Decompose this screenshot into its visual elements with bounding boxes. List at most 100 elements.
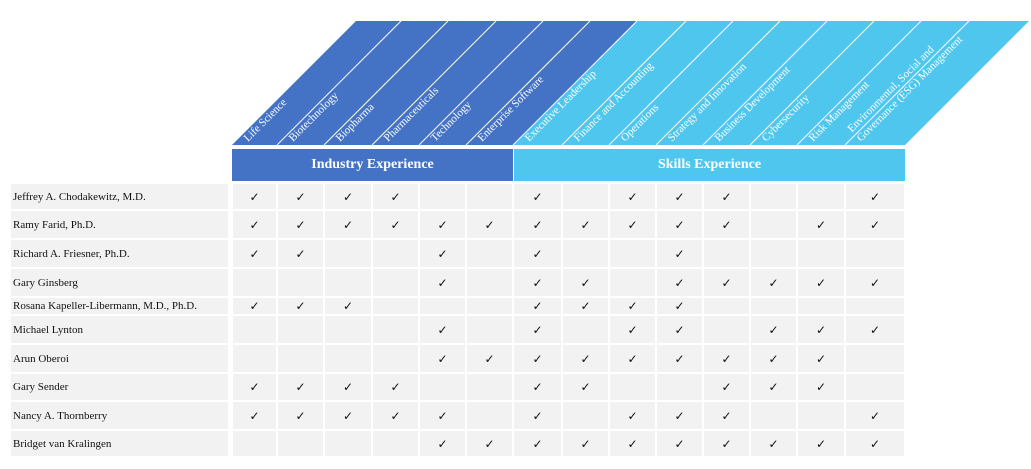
matrix-cell: ✓: [467, 211, 512, 238]
matrix-cell: ✓: [233, 298, 276, 314]
matrix-cell: ✓: [798, 345, 844, 372]
matrix-cell: ✓: [514, 374, 561, 400]
matrix-cell: [798, 298, 844, 314]
checkmark-icon: ✓: [342, 408, 354, 423]
matrix-cell: [420, 374, 465, 400]
header-divider: [608, 20, 734, 146]
matrix-cell: [751, 402, 796, 429]
checkmark-icon: ✓: [674, 351, 685, 366]
matrix-cell: ✓: [278, 298, 323, 314]
matrix-cell: ✓: [514, 316, 561, 343]
checkmark-icon: ✓: [390, 217, 401, 232]
checkmark-icon: ✓: [768, 380, 779, 394]
matrix-cell: [278, 345, 323, 372]
checkmark-icon: ✓: [484, 436, 495, 451]
matrix-cell: ✓: [514, 345, 561, 372]
matrix-cell: ✓: [373, 184, 418, 209]
matrix-cell: ✓: [233, 211, 276, 238]
checkmark-icon: ✓: [815, 380, 827, 394]
checkmark-icon: ✓: [627, 351, 638, 366]
matrix-cell: ✓: [704, 345, 749, 372]
matrix-cell: [563, 316, 608, 343]
matrix-cell: ✓: [278, 374, 323, 400]
matrix-cell: ✓: [420, 211, 465, 238]
checkmark-icon: ✓: [815, 351, 827, 366]
checkmark-icon: ✓: [674, 299, 685, 313]
matrix-cell: [563, 402, 608, 429]
matrix-cell: ✓: [610, 345, 655, 372]
matrix-cell: ✓: [278, 211, 323, 238]
checkmark-icon: ✓: [249, 217, 260, 232]
checkmark-icon: ✓: [249, 380, 260, 394]
checkmark-icon: ✓: [580, 351, 591, 366]
checkmark-icon: ✓: [295, 408, 306, 423]
checkmark-icon: ✓: [532, 408, 543, 423]
matrix-cell: ✓: [610, 431, 655, 456]
checkmark-icon: ✓: [532, 189, 543, 204]
checkmark-icon: ✓: [768, 322, 779, 337]
checkmark-icon: ✓: [627, 322, 638, 337]
matrix-cell: [751, 240, 796, 267]
matrix-cell: ✓: [657, 316, 702, 343]
matrix-cell: [325, 240, 371, 267]
matrix-cell: ✓: [657, 184, 702, 209]
checkmark-icon: ✓: [674, 408, 685, 423]
matrix-cell: [846, 374, 904, 400]
checkmark-icon: ✓: [721, 275, 732, 290]
checkmark-icon: ✓: [869, 217, 881, 232]
matrix-cell: ✓: [420, 269, 465, 296]
checkmark-icon: ✓: [869, 436, 881, 451]
checkmark-icon: ✓: [869, 189, 881, 204]
checkmark-icon: ✓: [674, 217, 685, 232]
row-name: Rosana Kapeller-Libermann, M.D., Ph.D.: [11, 298, 228, 314]
matrix-cell: [751, 211, 796, 238]
matrix-cell: [846, 298, 904, 314]
matrix-cell: ✓: [233, 184, 276, 209]
matrix-cell: ✓: [278, 240, 323, 267]
checkmark-icon: ✓: [580, 275, 591, 290]
checkmark-icon: ✓: [627, 408, 638, 423]
matrix-cell: ✓: [798, 211, 844, 238]
checkmark-icon: ✓: [721, 189, 732, 204]
checkmark-icon: ✓: [627, 217, 638, 232]
checkmark-icon: ✓: [532, 380, 543, 394]
matrix-cell: ✓: [704, 184, 749, 209]
matrix-cell: ✓: [563, 269, 608, 296]
checkmark-icon: ✓: [768, 436, 779, 451]
matrix-cell: ✓: [846, 402, 904, 429]
matrix-cell: ✓: [325, 374, 371, 400]
matrix-cell: ✓: [420, 402, 465, 429]
matrix-cell: ✓: [751, 431, 796, 456]
matrix-cell: [798, 402, 844, 429]
checkmark-icon: ✓: [437, 322, 448, 337]
checkmark-icon: ✓: [295, 189, 306, 204]
matrix-cell: [798, 184, 844, 209]
matrix-cell: [846, 240, 904, 267]
matrix-cell: ✓: [704, 431, 749, 456]
matrix-cell: ✓: [657, 240, 702, 267]
matrix-cell: ✓: [373, 211, 418, 238]
matrix-cell: ✓: [846, 316, 904, 343]
matrix-cell: [467, 298, 512, 314]
checkmark-icon: ✓: [532, 436, 543, 451]
matrix-cell: ✓: [233, 402, 276, 429]
checkmark-icon: ✓: [390, 380, 401, 394]
checkmark-icon: ✓: [721, 408, 732, 423]
matrix-cell: ✓: [798, 269, 844, 296]
row-name: Nancy A. Thornberry: [11, 402, 228, 429]
matrix-cell: ✓: [563, 431, 608, 456]
header-divider: [702, 20, 828, 146]
matrix-cell: ✓: [514, 211, 561, 238]
checkmark-icon: ✓: [815, 217, 827, 232]
matrix-cell: ✓: [704, 211, 749, 238]
matrix-cell: [233, 269, 276, 296]
matrix-cell: ✓: [514, 431, 561, 456]
header-divider: [796, 20, 922, 146]
checkmark-icon: ✓: [390, 189, 401, 204]
matrix-cell: ✓: [563, 298, 608, 314]
matrix-cell: ✓: [420, 345, 465, 372]
row-name: Ramy Farid, Ph.D.: [11, 211, 228, 238]
checkmark-icon: ✓: [869, 275, 881, 290]
industry-experience-header: Industry Experience: [232, 149, 513, 181]
matrix-cell: [233, 431, 276, 456]
